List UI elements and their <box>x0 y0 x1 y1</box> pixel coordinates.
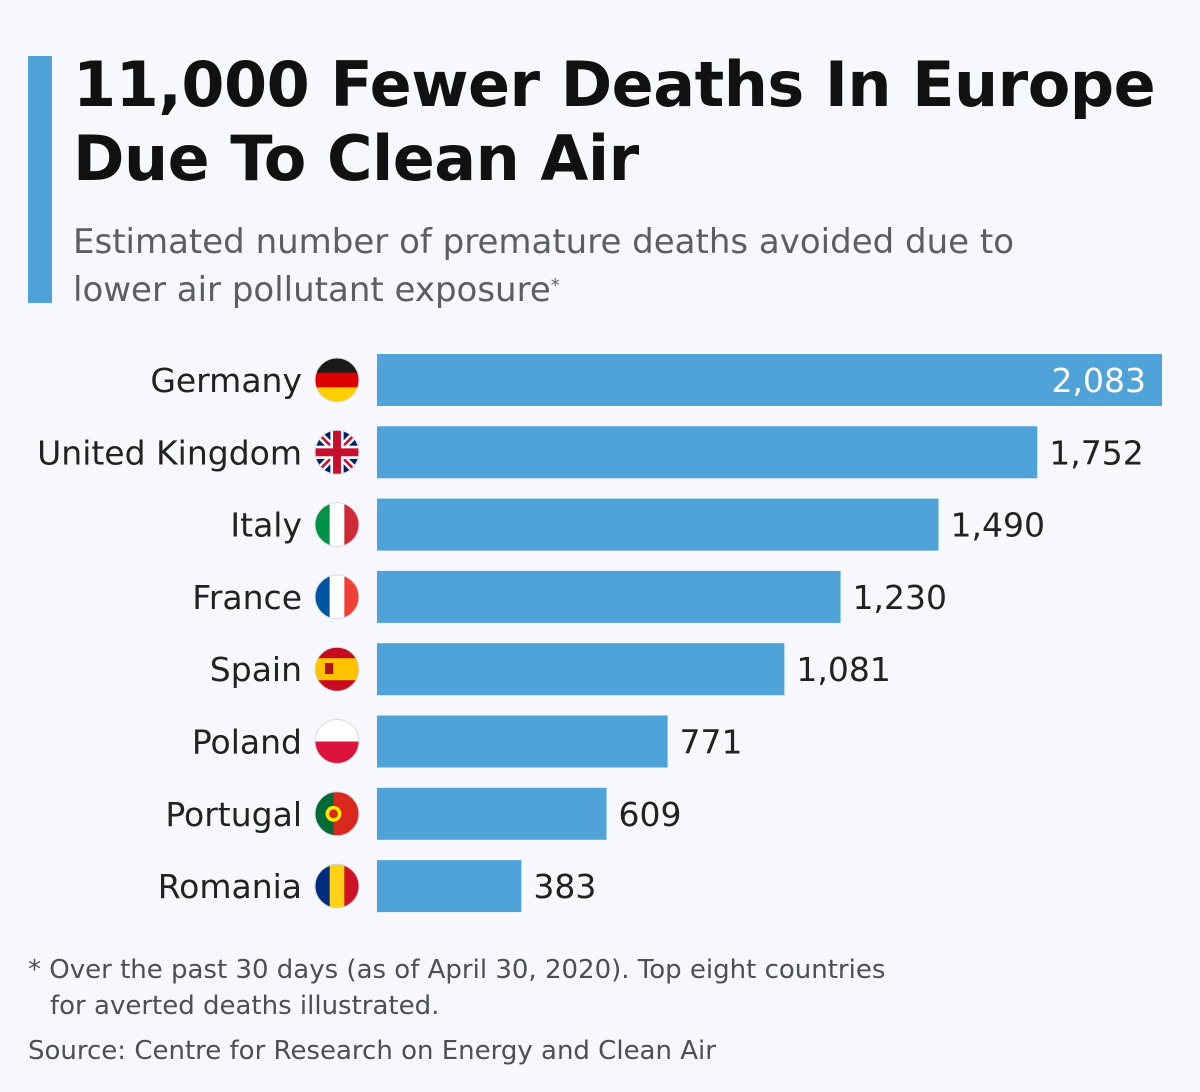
title-accent-bar <box>28 56 52 303</box>
united-kingdom-flag-icon <box>314 429 360 475</box>
category-label-poland: Poland <box>192 723 302 762</box>
category-label-france: France <box>192 578 302 617</box>
category-label-united-kingdom: United Kingdom <box>37 433 302 472</box>
bar-poland <box>377 715 668 768</box>
footnote-line1: * Over the past 30 days (as of April 30,… <box>28 955 886 985</box>
source-note: Source: Centre for Research on Energy an… <box>28 1036 716 1066</box>
chart-subtitle: Estimated number of premature deaths avo… <box>73 218 1183 314</box>
chart-title-line2: Due To Clean Air <box>73 122 639 195</box>
footnote-marker: * <box>550 275 560 296</box>
chart-title: 11,000 Fewer Deaths In Europe Due To Cle… <box>73 48 1183 196</box>
value-label-romania: 383 <box>533 867 596 906</box>
bar-portugal <box>377 787 607 840</box>
spain-flag-icon <box>314 646 360 692</box>
value-label-germany: 2,083 <box>1052 361 1146 400</box>
chart-subtitle-line2: lower air pollutant exposure <box>73 270 551 310</box>
value-label-france: 1,230 <box>853 578 947 617</box>
italy-flag-icon <box>314 502 360 548</box>
category-label-germany: Germany <box>150 361 302 400</box>
poland-flag-icon <box>314 719 360 764</box>
category-label-romania: Romania <box>158 867 302 906</box>
bar-romania <box>377 860 522 913</box>
footnote-line2: for averted deaths illustrated. <box>50 991 440 1021</box>
germany-flag-icon <box>314 357 360 403</box>
bar-united-kingdom <box>377 426 1038 479</box>
bar-italy <box>377 498 939 551</box>
category-label-portugal: Portugal <box>165 795 302 834</box>
portugal-flag-icon <box>314 791 360 837</box>
bar-germany <box>377 354 1162 406</box>
bar-chart: Germany 2,083 United Kingdom 1,752 Italy 1,49… <box>37 354 1162 913</box>
value-label-spain: 1,081 <box>796 650 890 689</box>
category-label-spain: Spain <box>210 650 302 689</box>
value-label-united-kingdom: 1,752 <box>1049 433 1143 472</box>
chart-title-line1: 11,000 Fewer Deaths In Europe <box>73 48 1156 121</box>
bar-france <box>377 570 841 623</box>
romania-flag-icon <box>314 863 360 909</box>
category-label-italy: Italy <box>230 506 302 545</box>
chart-subtitle-line1: Estimated number of premature deaths avo… <box>73 222 1014 262</box>
value-label-portugal: 609 <box>619 795 682 834</box>
bar-spain <box>377 643 785 696</box>
value-label-italy: 1,490 <box>951 506 1045 545</box>
footnote: * Over the past 30 days (as of April 30,… <box>28 952 1128 1024</box>
value-label-poland: 771 <box>680 723 743 762</box>
france-flag-icon <box>314 574 360 620</box>
